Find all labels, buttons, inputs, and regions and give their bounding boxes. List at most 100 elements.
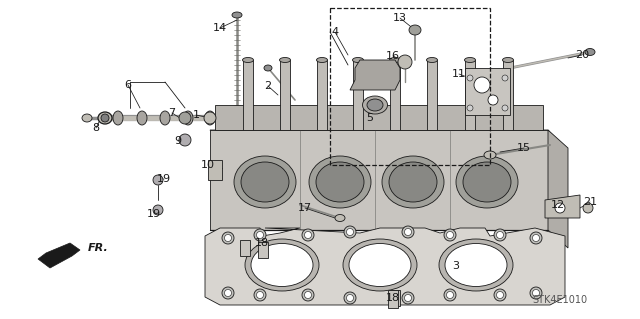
Text: 7: 7 (168, 108, 175, 118)
Circle shape (344, 226, 356, 238)
Polygon shape (205, 228, 565, 305)
Text: 15: 15 (517, 143, 531, 153)
Circle shape (555, 203, 565, 213)
Polygon shape (280, 60, 290, 130)
Ellipse shape (382, 156, 444, 208)
Ellipse shape (82, 114, 92, 122)
Ellipse shape (160, 111, 170, 125)
Bar (330, 8, 490, 165)
Ellipse shape (245, 239, 319, 291)
Polygon shape (548, 130, 568, 248)
Circle shape (502, 105, 508, 111)
Polygon shape (465, 60, 475, 130)
Polygon shape (243, 60, 253, 130)
Text: 8: 8 (92, 123, 100, 133)
Ellipse shape (232, 12, 242, 18)
Text: 19: 19 (147, 209, 161, 219)
Circle shape (444, 229, 456, 241)
Circle shape (344, 292, 356, 304)
Polygon shape (503, 60, 513, 130)
Circle shape (346, 228, 353, 235)
Circle shape (305, 232, 312, 239)
Ellipse shape (316, 162, 364, 202)
Circle shape (254, 229, 266, 241)
Bar (208, 160, 222, 180)
Polygon shape (390, 60, 400, 130)
Circle shape (404, 228, 412, 235)
Circle shape (179, 134, 191, 146)
Circle shape (467, 75, 473, 81)
Ellipse shape (463, 162, 511, 202)
Circle shape (494, 229, 506, 241)
Polygon shape (258, 242, 268, 258)
Ellipse shape (205, 111, 215, 125)
Ellipse shape (183, 111, 193, 125)
Circle shape (305, 292, 312, 299)
Circle shape (532, 290, 540, 296)
Ellipse shape (343, 239, 417, 291)
Ellipse shape (317, 57, 328, 63)
Ellipse shape (241, 162, 289, 202)
Circle shape (398, 55, 412, 69)
Bar (240, 240, 250, 256)
Ellipse shape (280, 57, 291, 63)
Ellipse shape (484, 151, 496, 159)
Polygon shape (427, 60, 437, 130)
Ellipse shape (264, 65, 272, 71)
Ellipse shape (456, 156, 518, 208)
Text: 12: 12 (551, 200, 565, 210)
Polygon shape (38, 243, 80, 268)
Circle shape (494, 289, 506, 301)
Ellipse shape (234, 156, 296, 208)
Circle shape (497, 292, 504, 299)
Text: 14: 14 (213, 23, 227, 33)
Ellipse shape (367, 99, 383, 111)
Text: 4: 4 (332, 27, 339, 37)
Circle shape (402, 226, 414, 238)
Ellipse shape (179, 112, 191, 124)
Text: FR.: FR. (88, 243, 109, 253)
Ellipse shape (362, 96, 387, 114)
Ellipse shape (349, 243, 411, 286)
Circle shape (497, 232, 504, 239)
Text: 18: 18 (255, 238, 269, 248)
Circle shape (583, 203, 593, 213)
Text: 10: 10 (201, 160, 215, 170)
Polygon shape (353, 60, 363, 130)
Ellipse shape (243, 57, 253, 63)
Ellipse shape (309, 156, 371, 208)
Circle shape (302, 289, 314, 301)
Text: 16: 16 (386, 51, 400, 61)
Ellipse shape (251, 243, 313, 286)
Circle shape (204, 112, 216, 124)
Ellipse shape (585, 48, 595, 56)
Text: 5: 5 (367, 113, 374, 123)
Circle shape (346, 294, 353, 301)
Circle shape (257, 292, 264, 299)
Circle shape (225, 234, 232, 241)
Text: 17: 17 (298, 203, 312, 213)
Circle shape (225, 290, 232, 296)
Text: 3: 3 (452, 261, 460, 271)
Text: 1: 1 (193, 110, 200, 120)
Circle shape (502, 75, 508, 81)
Ellipse shape (439, 239, 513, 291)
Text: 19: 19 (157, 174, 171, 184)
Ellipse shape (389, 162, 437, 202)
Polygon shape (215, 105, 543, 130)
Ellipse shape (465, 57, 476, 63)
Ellipse shape (445, 243, 507, 286)
Circle shape (467, 105, 473, 111)
Polygon shape (317, 60, 327, 130)
Circle shape (532, 234, 540, 241)
Ellipse shape (113, 111, 123, 125)
Text: 13: 13 (393, 13, 407, 23)
Circle shape (222, 287, 234, 299)
Polygon shape (465, 68, 510, 115)
Circle shape (402, 292, 414, 304)
Polygon shape (545, 195, 580, 218)
Ellipse shape (390, 57, 401, 63)
Text: STK4E1010: STK4E1010 (532, 295, 588, 305)
Ellipse shape (353, 57, 364, 63)
Circle shape (257, 232, 264, 239)
